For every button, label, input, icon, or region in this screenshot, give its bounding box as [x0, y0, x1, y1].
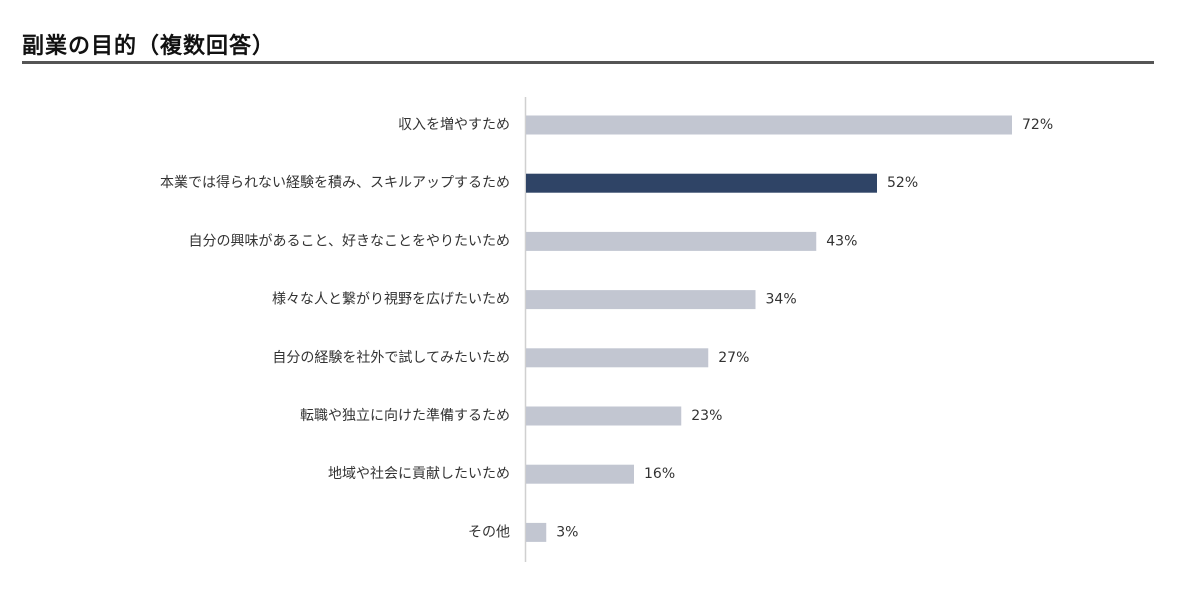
bar: [526, 290, 756, 310]
bar: [526, 348, 709, 368]
title-underline: [22, 61, 1154, 64]
category-label: その他: [468, 524, 510, 540]
category-label: 自分の興味があること、好きなことをやりたいため: [189, 233, 510, 249]
value-label: 3%: [556, 524, 578, 540]
bars-layer: 収入を増やすため 72% 本業では得られない経験を積み、スキルアップするため 52% 自…: [160, 115, 1053, 542]
category-label: 収入を増やすため: [398, 117, 510, 133]
category-label: 本業では得られない経験を積み、スキルアップするため: [160, 174, 510, 191]
value-label: 16%: [644, 466, 675, 482]
category-label: 転職や独立に向けた準備するため: [300, 408, 510, 424]
category-label: 地域や社会に貢献したいため: [328, 466, 510, 482]
bar-highlighted: [526, 173, 877, 193]
value-label: 34%: [766, 292, 797, 308]
category-label: 様々な人と繋がり視野を広げたいため: [272, 292, 510, 308]
bar: [526, 406, 682, 426]
value-label: 72%: [1022, 117, 1053, 133]
bar: [526, 464, 634, 484]
value-label: 43%: [826, 233, 857, 249]
bar: [526, 522, 547, 542]
bar: [526, 231, 817, 251]
value-label: 27%: [718, 350, 749, 366]
value-label: 23%: [691, 408, 722, 424]
value-label: 52%: [887, 175, 918, 191]
category-label: 自分の経験を社外で試してみたいため: [272, 350, 510, 366]
bar: [526, 115, 1012, 135]
chart-title: 副業の目的（複数回答）: [22, 34, 276, 59]
